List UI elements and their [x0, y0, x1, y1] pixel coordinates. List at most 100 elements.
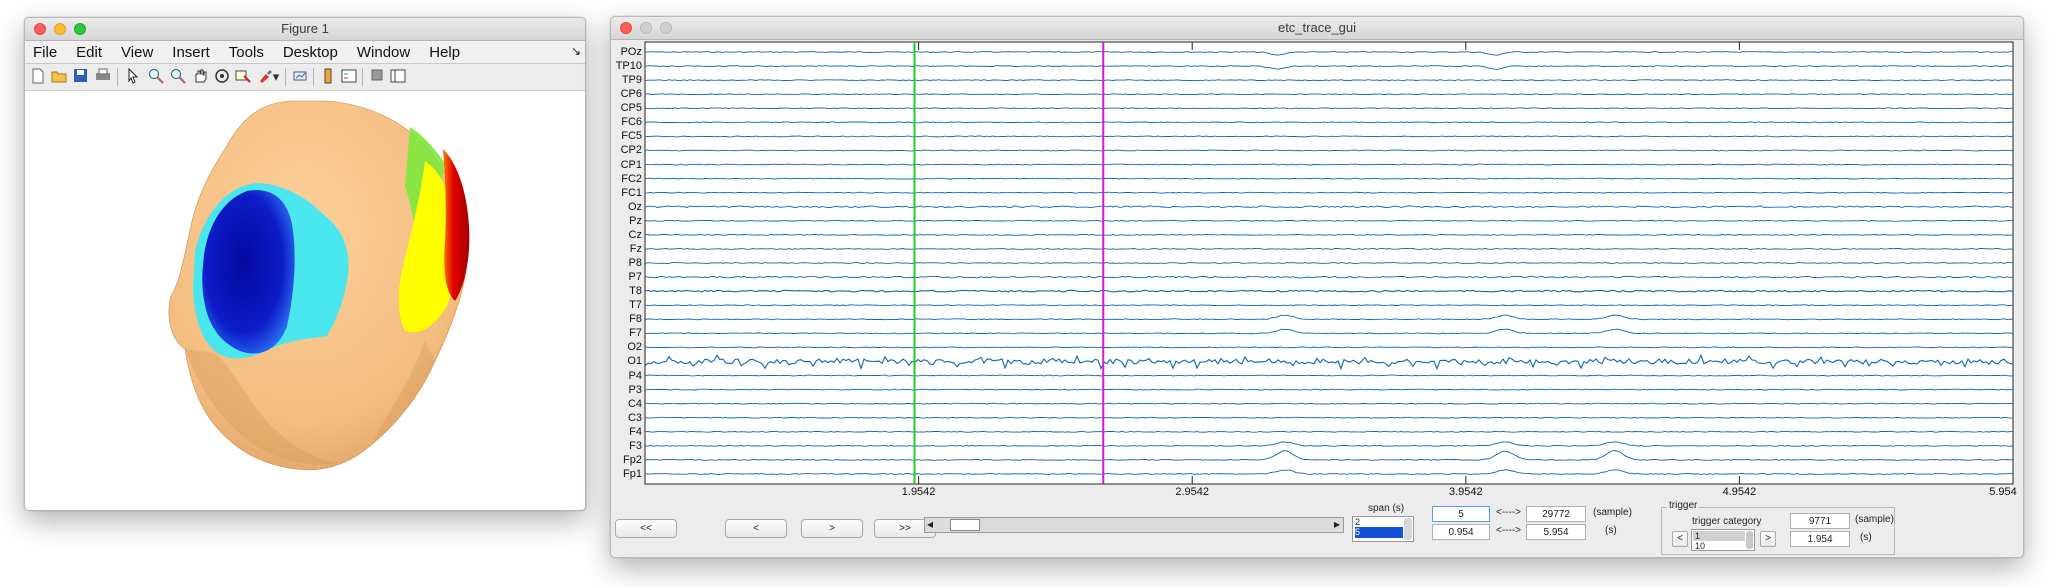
- toolbar-separator: [285, 68, 286, 86]
- trace-line-fc5: [644, 135, 2014, 138]
- minimize-window-button[interactable]: [54, 23, 66, 35]
- save-icon[interactable]: [72, 68, 89, 85]
- channel-label-p7: P7: [628, 271, 642, 284]
- channel-label-fc6: FC6: [621, 116, 642, 129]
- trace-line-o2: [645, 346, 2014, 349]
- sample-unit-label: (sample): [1593, 507, 1632, 518]
- hide-plot-tools-icon[interactable]: [368, 68, 385, 85]
- menu-help[interactable]: Help: [429, 43, 461, 61]
- channel-label-poz: POz: [620, 46, 642, 59]
- channel-label-cz: Cz: [628, 228, 642, 241]
- slider-right-arrow-icon[interactable]: ▸: [1333, 517, 1340, 531]
- zoom-window-button[interactable]: [660, 22, 672, 34]
- brush-dropdown-icon[interactable]: ▾: [272, 69, 280, 84]
- close-window-button[interactable]: [34, 23, 46, 35]
- jump-back-button[interactable]: <<: [615, 519, 677, 538]
- sample-value-input[interactable]: 29772: [1526, 506, 1586, 522]
- time-slider[interactable]: ◂ ▸: [924, 517, 1344, 533]
- head-shading: [185, 349, 335, 465]
- trigger-sample-input[interactable]: 9771: [1790, 513, 1850, 529]
- trace-line-oz: [644, 205, 2014, 208]
- trace-line-tp9: [644, 79, 2014, 82]
- trace-line-o1: [644, 353, 2014, 371]
- channel-label-cp2: CP2: [620, 144, 642, 157]
- link-plot-icon[interactable]: [291, 68, 308, 85]
- toolbar-separator: [362, 68, 363, 86]
- span-option[interactable]: 2: [1355, 517, 1361, 527]
- trigger-time-input[interactable]: 1.954: [1790, 531, 1850, 547]
- open-file-icon[interactable]: [50, 68, 67, 85]
- x-tick-label: 2.9542: [1175, 486, 1210, 498]
- span-listbox-scrollbar[interactable]: [1404, 518, 1412, 540]
- trigger-prev-button[interactable]: <: [1672, 531, 1688, 547]
- trace-line-f8: [644, 314, 2014, 321]
- channel-label-cp5: CP5: [620, 102, 642, 115]
- trace-line-c4: [645, 402, 2014, 405]
- channel-label-fz: Fz: [629, 242, 642, 255]
- channel-label-fc1: FC1: [621, 186, 642, 199]
- menu-desktop[interactable]: Desktop: [282, 43, 338, 61]
- trace-line-cz: [644, 233, 2014, 236]
- channel-label-f4: F4: [629, 425, 642, 438]
- trigger-option-selected[interactable]: 1: [1693, 531, 1745, 541]
- legend-icon[interactable]: [340, 68, 357, 85]
- step-forward-button[interactable]: >: [801, 519, 863, 538]
- zoom-in-icon[interactable]: [147, 68, 164, 85]
- channel-label-fc5: FC5: [621, 130, 642, 143]
- channel-label-o2: O2: [627, 341, 642, 354]
- menu-edit[interactable]: Edit: [76, 43, 103, 61]
- zoom-out-icon[interactable]: [169, 68, 186, 85]
- channel-label-p8: P8: [628, 257, 642, 269]
- channel-label-t8: T8: [629, 285, 642, 298]
- trigger-group: trigger trigger category < 1 10 > 9771 1…: [1661, 500, 1895, 555]
- span-listbox[interactable]: 2 5: [1352, 516, 1414, 542]
- head-surface-plot[interactable]: [25, 91, 585, 509]
- trigger-option[interactable]: 10: [1695, 541, 1706, 551]
- span-value-input[interactable]: 5: [1432, 506, 1490, 522]
- trigger-category-label: trigger category: [1692, 516, 1762, 527]
- pointer-icon[interactable]: [124, 67, 141, 85]
- menu-insert[interactable]: Insert: [172, 43, 210, 61]
- menu-window[interactable]: Window: [356, 43, 411, 61]
- channel-label-f7: F7: [629, 327, 642, 340]
- trace-line-f3: [644, 441, 2014, 447]
- slider-thumb[interactable]: [949, 519, 980, 531]
- blue-activation-region: [202, 190, 295, 354]
- slider-left-arrow-icon[interactable]: ◂: [927, 517, 934, 531]
- dock-figure-icon[interactable]: ↘: [570, 44, 581, 58]
- trigger-category-listbox[interactable]: 1 10: [1691, 529, 1755, 551]
- trigger-listbox-scrollbar[interactable]: [1746, 531, 1753, 549]
- toolbar-separator: [313, 68, 314, 86]
- menu-view[interactable]: View: [121, 43, 154, 61]
- close-window-button[interactable]: [620, 22, 632, 34]
- new-figure-icon[interactable]: [29, 68, 46, 85]
- channel-label-f8: F8: [629, 313, 642, 326]
- channel-label-t7: T7: [629, 299, 642, 312]
- trace-titlebar: etc_trace_gui: [611, 17, 2023, 40]
- figure-canvas: [25, 91, 585, 510]
- colorbar-icon[interactable]: [319, 68, 336, 85]
- data-cursor-icon[interactable]: [234, 68, 251, 85]
- minimize-window-button[interactable]: [640, 22, 652, 34]
- trace-gui-window: etc_trace_gui POz TP10 TP9 CP6 CP5 FC6 FC5 CP2 C…: [610, 16, 2024, 558]
- end-time-input[interactable]: 5.954: [1526, 524, 1586, 540]
- span-option-selected[interactable]: 5: [1355, 527, 1403, 538]
- zoom-window-button[interactable]: [74, 23, 86, 35]
- trace-line-fc1: [644, 191, 2014, 194]
- yellow-activation-region: [398, 161, 455, 333]
- step-back-button[interactable]: <: [725, 519, 787, 538]
- menu-file[interactable]: File: [33, 43, 58, 61]
- trace-line-cp5: [644, 107, 2013, 110]
- brush-icon[interactable]: [256, 68, 273, 85]
- rotate-3d-icon[interactable]: [213, 68, 230, 85]
- trace-line-poz: [644, 51, 2013, 56]
- start-time-input[interactable]: 0.954: [1432, 524, 1490, 540]
- pan-hand-icon[interactable]: [191, 68, 208, 85]
- eeg-trace-axes[interactable]: POz TP10 TP9 CP6 CP5 FC6 FC5 CP2 CP1 FC2 FC1 Oz Pz Cz…: [616, 41, 2017, 498]
- menu-tools[interactable]: Tools: [228, 43, 264, 61]
- trace-line-p4: [644, 374, 2013, 377]
- channel-label-tp10: TP10: [615, 60, 642, 73]
- trigger-next-button[interactable]: >: [1760, 531, 1776, 547]
- show-plot-tools-icon[interactable]: [389, 68, 406, 85]
- print-icon[interactable]: [94, 68, 111, 85]
